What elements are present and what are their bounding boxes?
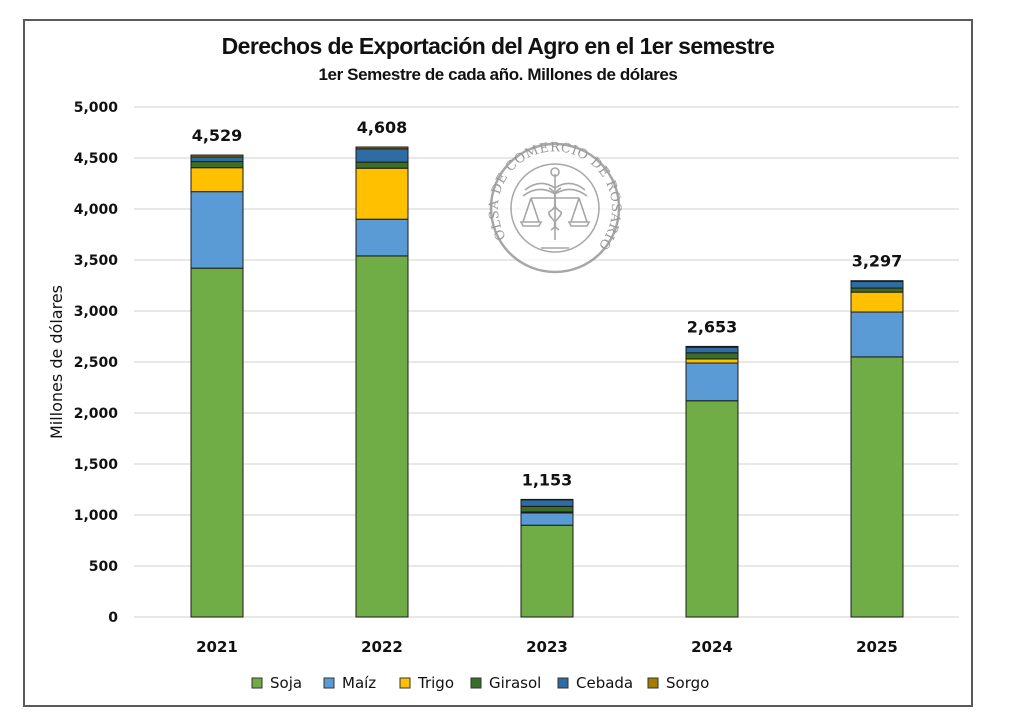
bar-segment-trigo-2025	[850, 291, 904, 313]
bar-segment-soja-2022	[355, 255, 409, 618]
bars	[190, 146, 904, 618]
legend-swatch	[399, 677, 411, 689]
bar-segment-sorgo-2023	[520, 498, 574, 501]
legend-swatch	[557, 677, 569, 689]
legend-label: Cebada	[576, 674, 633, 692]
bar-segment-girasol-2025	[850, 287, 904, 293]
scales-icon	[519, 167, 591, 249]
legend-swatch	[323, 677, 335, 689]
bar-segment-cebada-2024	[685, 346, 739, 354]
data-labels: 4,529 4,608 1,153 2,653 3,297	[192, 118, 903, 489]
bar-segment-sorgo-2024	[685, 345, 739, 348]
legend: Soja Maíz Trigo Girasol Cebada Sorgo	[251, 674, 709, 692]
y-tick-label: 2,000	[74, 406, 119, 422]
y-tick-label: 2,500	[74, 355, 119, 371]
x-axis-ticks: 2021 2022 2023 2024 2025	[196, 638, 898, 656]
y-tick-label: 4,500	[74, 151, 119, 167]
x-tick-label: 2022	[361, 638, 403, 656]
chart-subtitle: 1er Semestre de cada año. Millones de dó…	[319, 65, 678, 84]
bar-segment-soja-2025	[850, 356, 904, 618]
watermark-logo: BOLSA DE COMERCIO DE ROSARIO	[487, 140, 623, 274]
bar-segment-trigo-2024	[685, 358, 739, 364]
x-tick-label: 2024	[691, 638, 733, 656]
bar-segment-maz-2022	[355, 218, 409, 257]
bar-segment-sorgo-2021	[190, 154, 244, 158]
y-tick-label: 3,500	[74, 253, 119, 269]
chart-frame	[23, 19, 973, 707]
bar-segment-maz-2024	[685, 362, 739, 402]
total-label-2024: 2,653	[687, 317, 738, 336]
bar-segment-girasol-2023	[520, 505, 574, 513]
legend-swatch	[251, 677, 263, 689]
bar-segment-girasol-2022	[355, 161, 409, 169]
legend-label: Trigo	[417, 674, 454, 692]
bar-segment-cebada-2022	[355, 148, 409, 163]
legend-item-soja: Soja	[251, 674, 302, 692]
legend-item-trigo: Trigo	[399, 674, 454, 692]
y-tick-label: 500	[89, 559, 118, 575]
bar-segment-cebada-2023	[520, 499, 574, 507]
legend-item-cebada: Cebada	[557, 674, 633, 692]
legend-swatch	[647, 677, 659, 689]
bar-segment-girasol-2024	[685, 352, 739, 360]
legend-label: Sorgo	[666, 674, 709, 692]
bar-segment-trigo-2022	[355, 167, 409, 220]
bar-segment-trigo-2021	[190, 167, 244, 193]
y-tick-label: 1,000	[74, 508, 119, 524]
chart-title: Derechos de Exportación del Agro en el 1…	[222, 33, 775, 59]
total-label-2025: 3,297	[852, 252, 903, 271]
bar-segment-sorgo-2022	[355, 146, 409, 150]
bar-segment-soja-2023	[520, 524, 574, 618]
y-tick-label: 3,000	[74, 304, 119, 320]
legend-label: Soja	[270, 674, 302, 692]
x-tick-label: 2023	[526, 638, 568, 656]
legend-item-girasol: Girasol	[470, 674, 541, 692]
y-axis-label: Millones de dólares	[47, 285, 66, 439]
total-label-2022: 4,608	[357, 118, 408, 137]
y-tick-label: 1,500	[74, 457, 119, 473]
bar-segment-cebada-2021	[190, 156, 244, 163]
total-label-2023: 1,153	[522, 470, 573, 489]
legend-swatch	[470, 677, 482, 689]
y-tick-label: 0	[108, 610, 118, 626]
y-tick-label: 5,000	[74, 100, 119, 116]
bar-segment-girasol-2021	[190, 161, 244, 169]
legend-label: Maíz	[342, 674, 376, 692]
bar-segment-maz-2025	[850, 311, 904, 358]
bar-segment-soja-2024	[685, 400, 739, 618]
bar-segment-soja-2021	[190, 267, 244, 618]
y-tick-label: 4,000	[74, 202, 119, 218]
x-tick-label: 2021	[196, 638, 238, 656]
legend-label: Girasol	[489, 674, 541, 692]
logo-inner-ring	[510, 163, 600, 253]
bar-segment-maz-2021	[190, 191, 244, 269]
y-axis-ticks: 0 500 1,000 1,500 2,000 2,500 3,000 3,500 4,000 4…	[74, 100, 119, 626]
bar-segment-maz-2023	[520, 512, 574, 526]
x-tick-label: 2025	[856, 638, 898, 656]
bar-segment-cebada-2025	[850, 280, 904, 289]
total-label-2021: 4,529	[192, 126, 243, 145]
legend-item-sorgo: Sorgo	[647, 674, 709, 692]
bar-segment-sorgo-2025	[850, 280, 904, 282]
legend-item-maz: Maíz	[323, 674, 376, 692]
